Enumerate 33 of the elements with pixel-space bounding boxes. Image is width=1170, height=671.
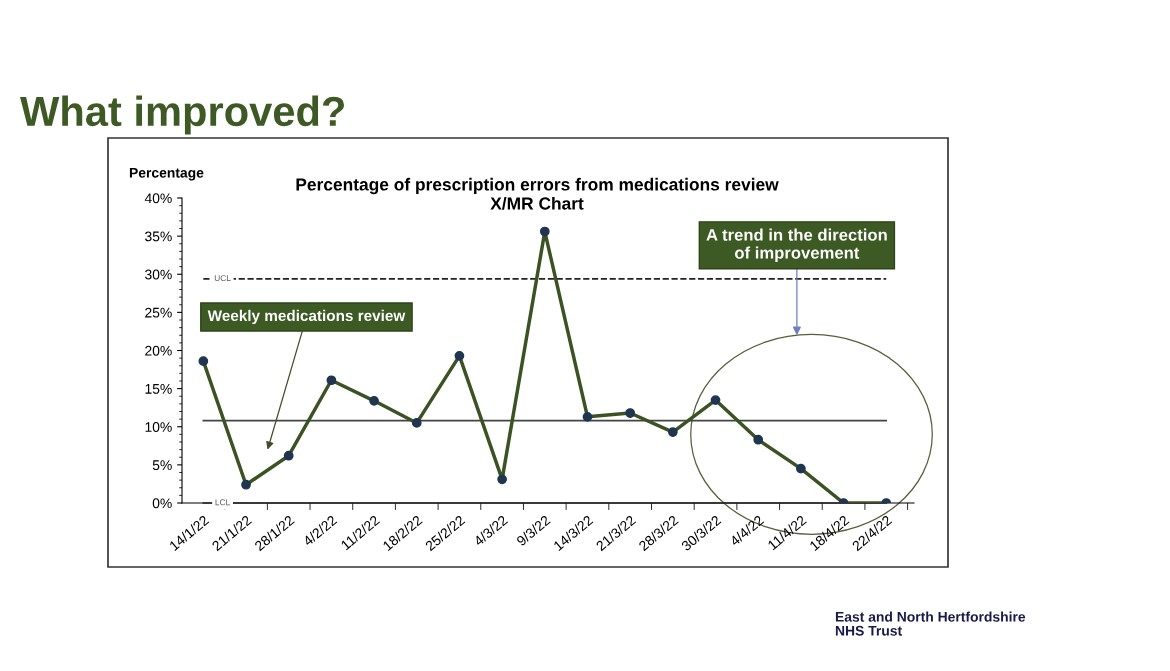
point: [539, 226, 550, 237]
y-axis-title: Percentage: [129, 167, 204, 181]
point: [497, 474, 507, 485]
point: [326, 375, 337, 386]
point: [454, 350, 465, 361]
chart-title: Percentage of prescription errors from medications review: [296, 177, 779, 195]
text: What improved?: [20, 95, 344, 135]
ref-line-label: LCL: [215, 499, 230, 506]
y-tick-label: 25%: [145, 307, 172, 318]
point: [796, 463, 806, 474]
y-tick-label: 20%: [145, 345, 172, 356]
text: East and North Hertfordshire NHS Trust: [835, 611, 1026, 636]
point: [369, 395, 379, 406]
point: [710, 395, 721, 405]
annotation: A trend in the direction of improvement: [706, 228, 887, 263]
point: [582, 411, 593, 422]
point: [241, 479, 251, 490]
point: [198, 356, 209, 367]
point: [283, 450, 294, 461]
point: [625, 408, 636, 418]
y-tick-label: 0%: [152, 498, 172, 509]
y-tick-label: 5%: [152, 460, 172, 471]
y-tick-label: 30%: [145, 269, 172, 280]
point: [411, 418, 422, 428]
point: [753, 434, 764, 445]
ref-line-label: UCL: [214, 275, 231, 282]
point: [667, 427, 678, 437]
y-tick-label: 15%: [145, 384, 172, 394]
annotation: Weekly medications review: [207, 309, 406, 325]
chart-subtitle: X/MR Chart: [490, 196, 584, 210]
y-tick-label: 40%: [144, 193, 172, 204]
y-tick-label: 10%: [145, 422, 172, 432]
y-tick-label: 35%: [145, 231, 172, 242]
